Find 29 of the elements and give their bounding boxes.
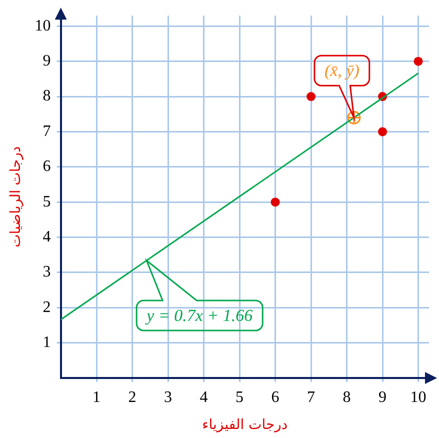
point xyxy=(414,56,423,66)
y-tick-label: 4 xyxy=(42,228,51,246)
x-tick-label: 8 xyxy=(342,388,351,406)
x-tick-label: 4 xyxy=(200,388,208,406)
x-tick-label: 5 xyxy=(236,388,244,406)
annotation: (x̄, ȳ) xyxy=(324,61,360,80)
point xyxy=(347,110,361,124)
y-tick-label: 8 xyxy=(42,88,51,105)
y-tick-label: 3 xyxy=(42,264,51,281)
x-tick-label: 1 xyxy=(92,388,101,406)
y-tick-label: 1 xyxy=(42,334,51,352)
point xyxy=(306,92,316,102)
y-axis-title: درجات الرياضيات xyxy=(8,146,24,248)
x-axis-title: درجات الفيزياء xyxy=(202,417,288,434)
x-tick-label: 9 xyxy=(378,388,387,406)
x-tick-label: 7 xyxy=(307,388,316,406)
y-tick-label: 10 xyxy=(34,17,51,34)
annotation: y = 0.7x + 1.66 xyxy=(144,306,254,325)
y-tick-label: 9 xyxy=(42,52,51,70)
point xyxy=(378,127,388,136)
x-tick-label: 6 xyxy=(271,388,280,406)
x-tick-label: 10 xyxy=(410,388,426,406)
point xyxy=(270,198,280,207)
y-tick-label: 5 xyxy=(42,193,51,210)
x-tick-label: 2 xyxy=(128,388,136,406)
y-tick-label: 2 xyxy=(42,298,51,316)
y-tick-label: 7 xyxy=(42,122,51,140)
y-tick-label: 6 xyxy=(42,158,51,176)
x-tick-label: 3 xyxy=(164,388,172,406)
